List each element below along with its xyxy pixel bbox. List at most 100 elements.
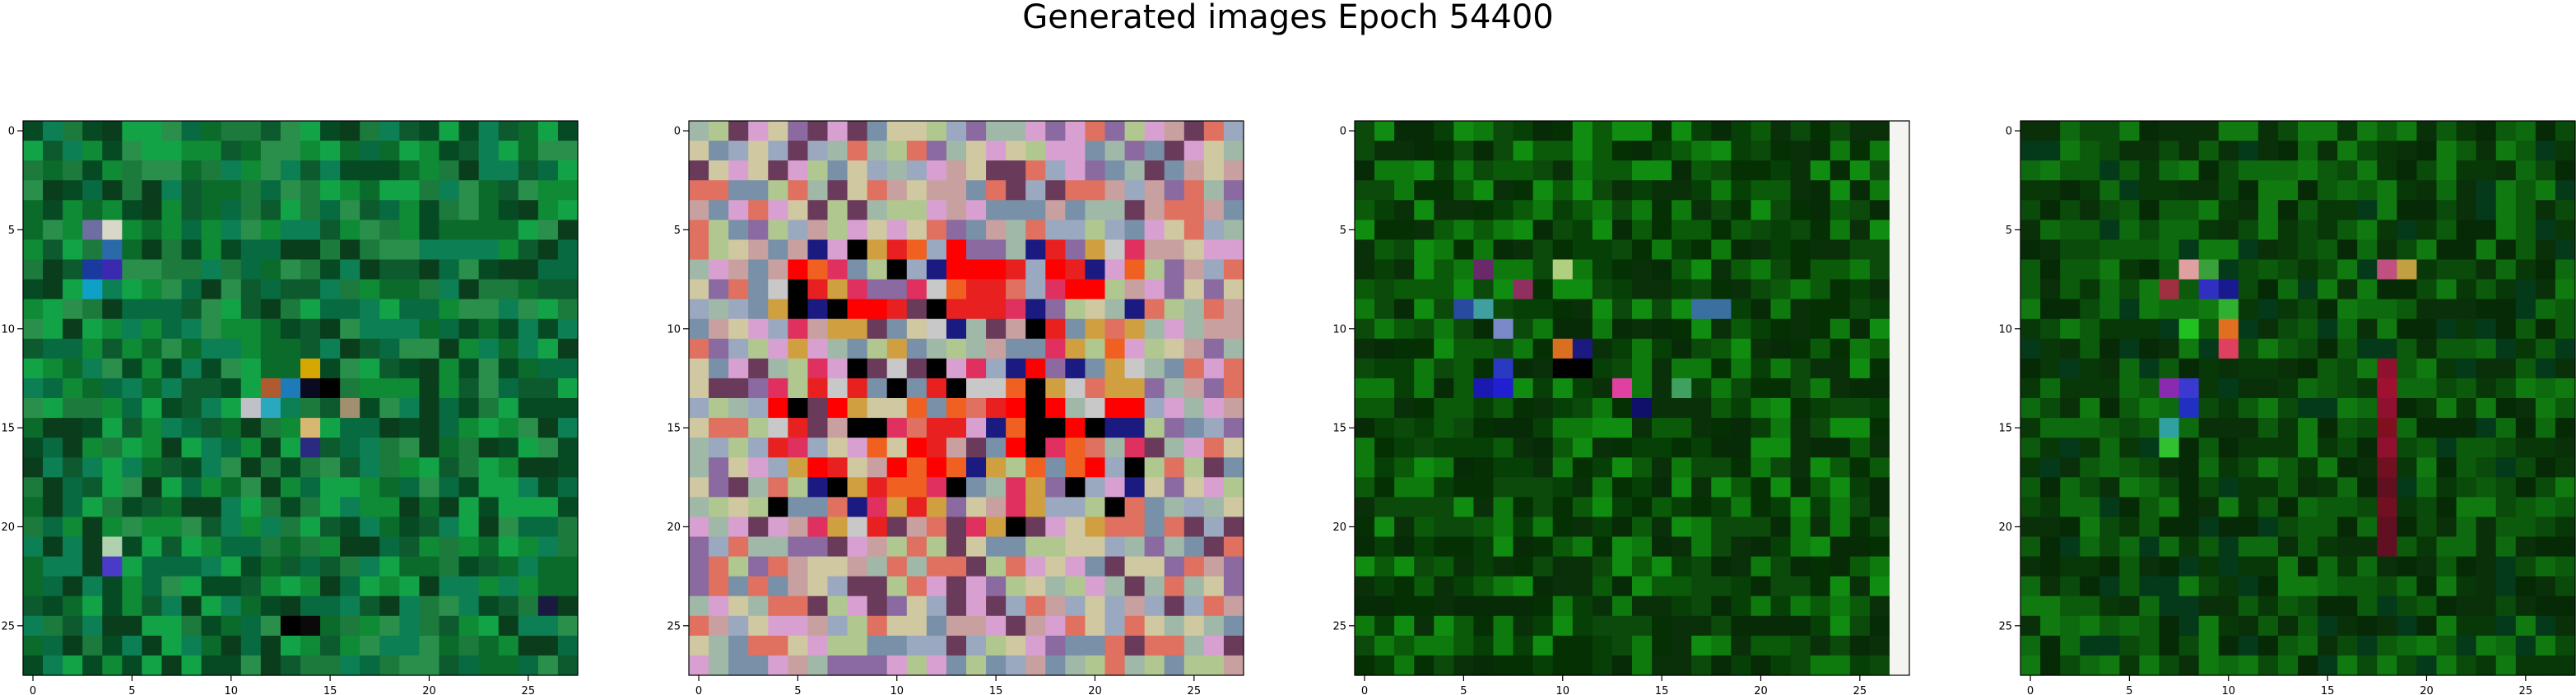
heatmap-cell <box>906 457 928 478</box>
heatmap-cell <box>201 160 222 181</box>
heatmap-cell <box>1223 536 1244 558</box>
heatmap-cell <box>360 259 380 280</box>
heatmap-cell <box>439 477 460 498</box>
heatmap-cell <box>1711 635 1732 656</box>
heatmap-cell <box>161 536 183 558</box>
heatmap-cell <box>1374 556 1395 577</box>
heatmap-cell <box>478 141 500 161</box>
heatmap-cell <box>1355 398 1375 419</box>
heatmap-cell <box>689 358 709 379</box>
heatmap-cell <box>300 259 321 280</box>
x-tick-label: 10 <box>1555 685 1569 695</box>
heatmap-cell <box>2218 536 2239 558</box>
heatmap-cell <box>1025 457 1046 478</box>
heatmap-cell <box>2020 457 2041 478</box>
heatmap-cell <box>2337 378 2358 399</box>
heatmap-cell <box>340 279 360 300</box>
heatmap-cell <box>2298 576 2318 597</box>
heatmap-cell <box>260 615 281 637</box>
heatmap-cell <box>1414 457 1434 478</box>
heatmap-cell <box>966 180 987 201</box>
heatmap-cell <box>142 299 163 320</box>
heatmap-cell <box>1592 299 1613 320</box>
heatmap-cell <box>1869 556 1890 577</box>
heatmap-cell <box>122 615 143 637</box>
heatmap-cell <box>1869 655 1890 676</box>
heatmap-cell <box>161 438 183 458</box>
heatmap-cell <box>1849 180 1871 201</box>
heatmap-cell <box>1085 418 1106 438</box>
heatmap-cell <box>709 655 729 676</box>
heatmap-cell <box>360 338 380 359</box>
heatmap-cell <box>2139 517 2160 538</box>
heatmap-cell <box>986 180 1007 201</box>
heatmap-cell <box>2218 497 2239 518</box>
heatmap-cell <box>201 615 222 637</box>
heatmap-cell <box>2159 635 2180 656</box>
heatmap-cell <box>2337 141 2358 161</box>
heatmap-cell <box>280 497 301 518</box>
heatmap-cell <box>181 338 202 359</box>
heatmap-cell <box>458 180 480 201</box>
heatmap-cell <box>300 477 321 498</box>
heatmap-cell <box>886 576 908 597</box>
heatmap-cell <box>2377 556 2397 577</box>
heatmap-cell <box>1672 121 1692 141</box>
heatmap-cell <box>1374 398 1395 419</box>
heatmap-cell <box>2257 279 2279 300</box>
heatmap-cell <box>439 121 460 141</box>
heatmap-cell <box>1473 200 1495 220</box>
heatmap-cell <box>1592 457 1613 478</box>
heatmap-cell <box>419 556 440 577</box>
heatmap-cell <box>300 398 321 419</box>
heatmap-cell <box>2357 259 2378 280</box>
heatmap-cell <box>240 299 262 320</box>
heatmap-cell <box>1164 438 1185 458</box>
heatmap-cell <box>2040 398 2061 419</box>
heatmap-cell <box>142 517 163 538</box>
heatmap-cell <box>1065 477 1086 498</box>
heatmap-cell <box>1770 358 1792 379</box>
heatmap-cell <box>1532 180 1554 201</box>
heatmap-cell <box>63 200 83 220</box>
heatmap-cell <box>1223 418 1244 438</box>
heatmap-cell <box>1711 338 1732 359</box>
heatmap-cell <box>23 279 44 300</box>
heatmap-cell <box>748 160 769 181</box>
heatmap-cell <box>1790 595 1811 617</box>
heatmap-cell <box>1085 536 1106 558</box>
heatmap-cell <box>946 536 967 558</box>
heatmap-cell <box>2397 418 2418 438</box>
heatmap-cell <box>1045 536 1066 558</box>
heatmap-cell <box>2515 576 2536 597</box>
heatmap-cell <box>1711 595 1732 617</box>
heatmap-cell <box>2257 595 2279 617</box>
heatmap-cell <box>2416 438 2438 458</box>
heatmap-cell <box>1355 239 1375 261</box>
heatmap-cell <box>399 497 421 518</box>
heatmap-cell <box>886 655 908 676</box>
heatmap-cell <box>1611 536 1633 558</box>
heatmap-cell <box>2357 239 2378 261</box>
heatmap-cell <box>807 338 829 359</box>
heatmap-cell <box>1124 635 1146 656</box>
heatmap-cell <box>23 517 44 538</box>
heatmap-cell <box>1104 318 1126 340</box>
heatmap-cell <box>161 615 183 637</box>
heatmap-cell <box>1672 239 1692 261</box>
heatmap-cell <box>1414 595 1434 617</box>
heatmap-cell <box>537 338 559 359</box>
heatmap-cell <box>1434 576 1454 597</box>
heatmap-cell <box>300 457 321 478</box>
heatmap-cell <box>360 655 380 676</box>
heatmap-cell <box>221 595 242 617</box>
heatmap-cell <box>2436 318 2457 340</box>
heatmap-cell <box>847 358 868 379</box>
heatmap-cell <box>1552 338 1574 359</box>
heatmap-cell <box>1810 457 1831 478</box>
heatmap-cell <box>2337 655 2358 676</box>
heatmap-cell <box>2357 655 2378 676</box>
heatmap-cell <box>728 239 749 261</box>
heatmap-cell <box>1065 160 1086 181</box>
heatmap-cell <box>2080 497 2100 518</box>
